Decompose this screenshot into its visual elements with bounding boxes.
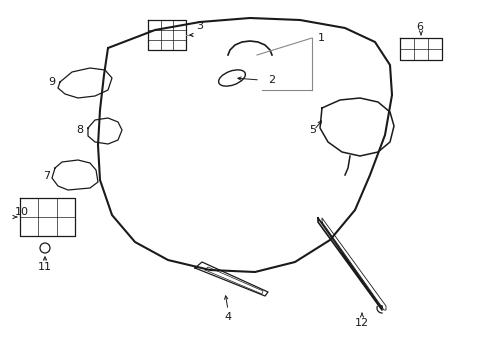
Text: 4: 4 <box>224 312 232 322</box>
Text: 6: 6 <box>416 22 423 32</box>
Text: 8: 8 <box>76 125 83 135</box>
Text: 10: 10 <box>15 207 29 217</box>
Text: 7: 7 <box>43 171 50 181</box>
Text: 11: 11 <box>38 262 52 272</box>
Text: 5: 5 <box>309 125 316 135</box>
Text: 1: 1 <box>318 33 325 43</box>
Text: 12: 12 <box>355 318 369 328</box>
Text: 9: 9 <box>48 77 55 87</box>
Text: 3: 3 <box>196 21 203 31</box>
Text: 2: 2 <box>268 75 275 85</box>
